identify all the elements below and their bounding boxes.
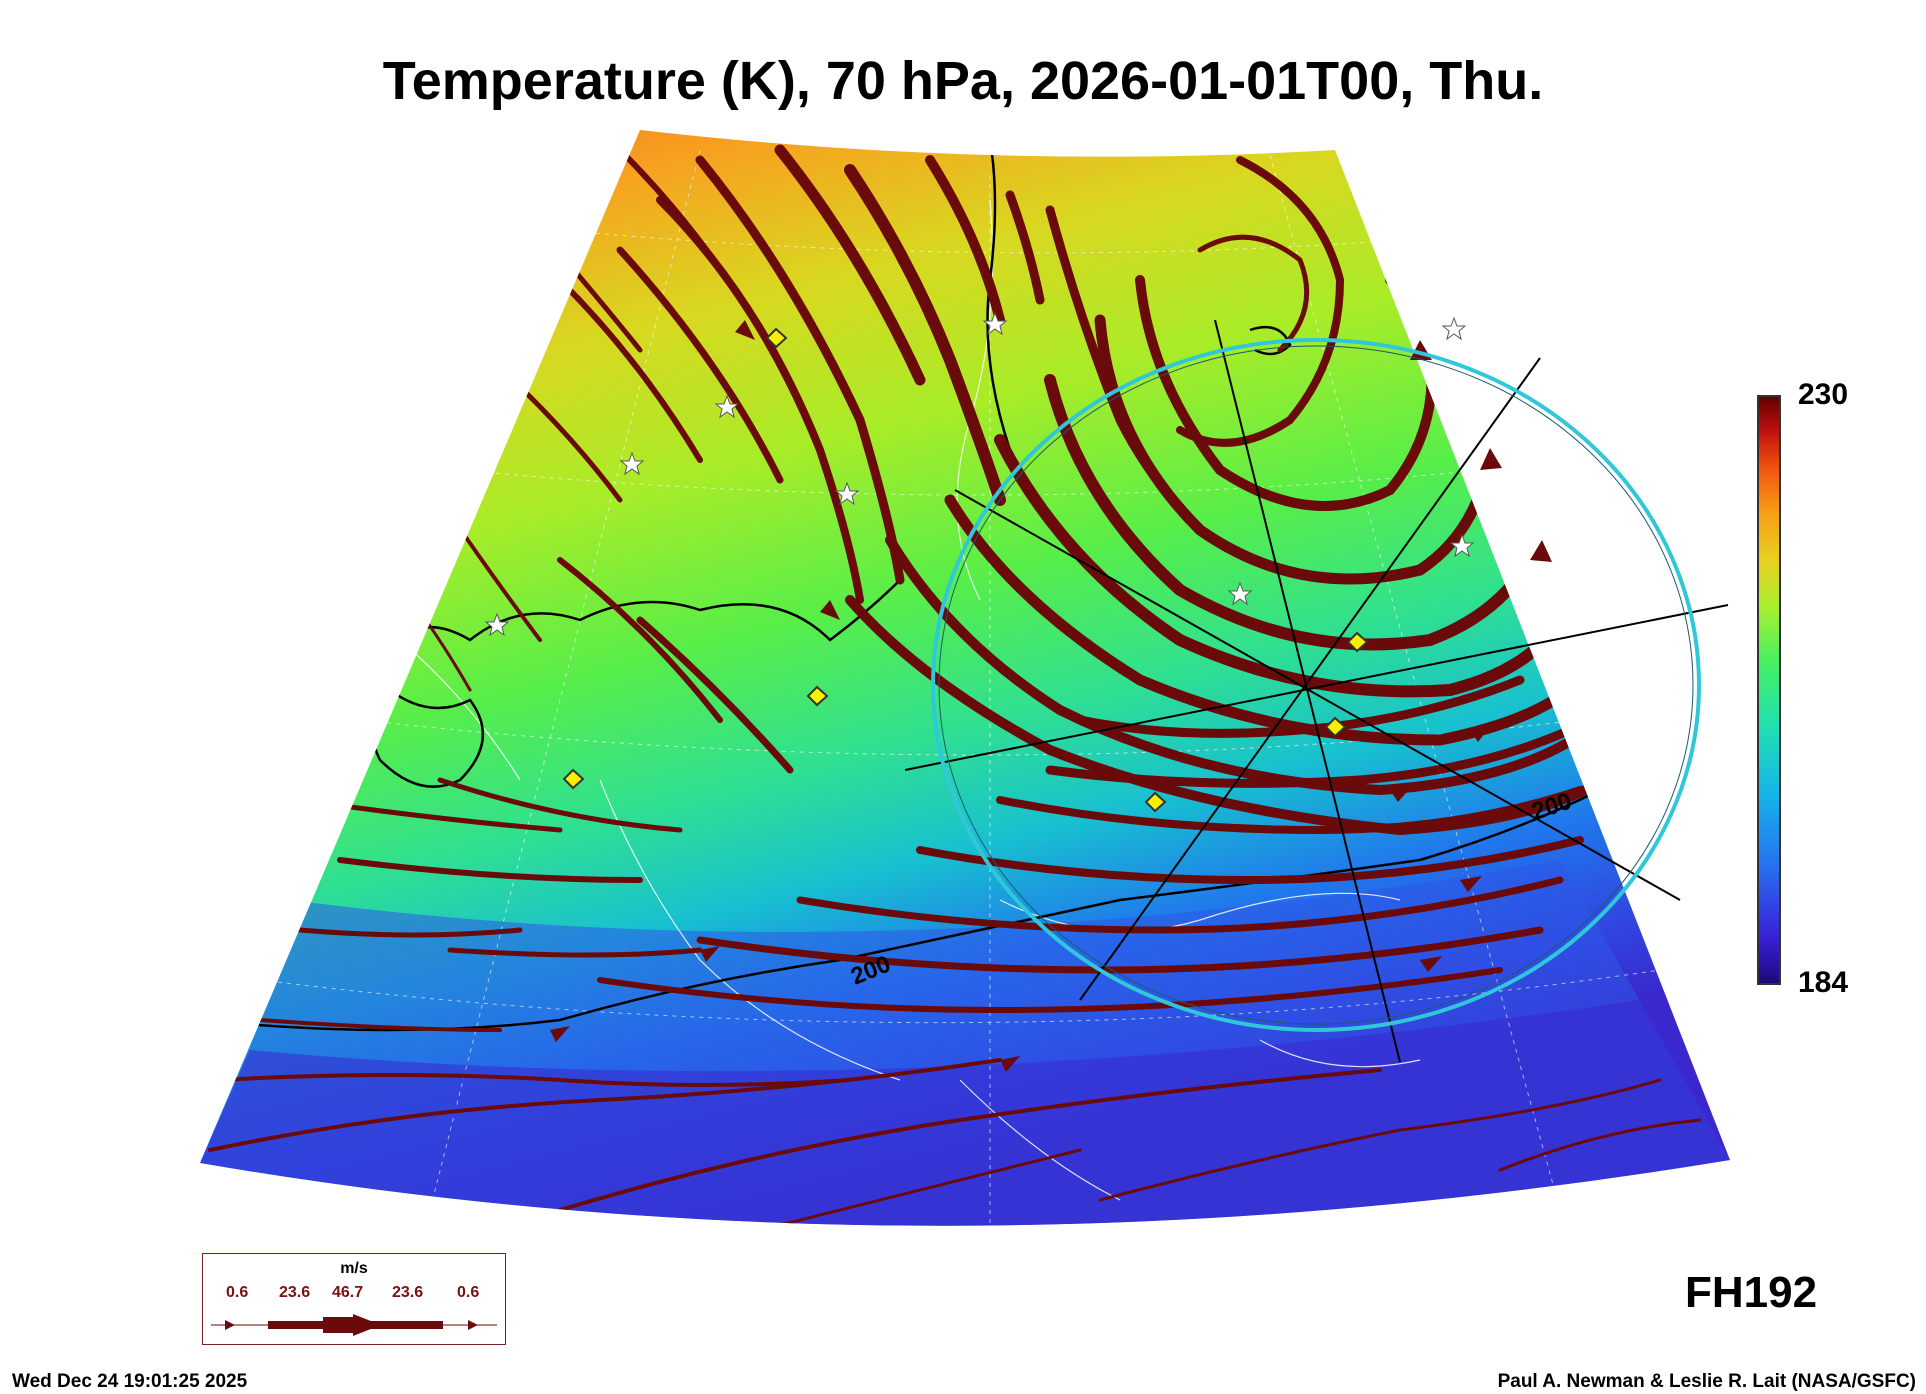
streamline-arrowheads [550, 320, 1552, 1072]
legend-arrow-sample [211, 1314, 497, 1336]
legend-value-1: 0.6 [226, 1284, 249, 1301]
diamond-marker [806, 685, 829, 707]
star-marker [1227, 581, 1253, 606]
diamond-marker [562, 768, 585, 790]
diamond-marker [1144, 791, 1167, 813]
star-marker [834, 481, 860, 506]
legend-value-5: 0.6 [457, 1284, 480, 1301]
station-stars [484, 311, 1475, 637]
legend-unit: m/s [340, 1260, 368, 1277]
diamond-marker [765, 327, 788, 349]
generation-timestamp: Wed Dec 24 19:01:25 2025 [12, 1371, 248, 1392]
wind-speed-legend: m/s 0.6 23.6 46.7 23.6 0.6 [202, 1253, 506, 1345]
diamond-marker [1346, 631, 1369, 653]
colorbar [1757, 395, 1781, 985]
star-marker [714, 394, 740, 419]
colorbar-max-label: 230 [1798, 378, 1849, 411]
star-marker [619, 451, 645, 476]
legend-value-4: 23.6 [392, 1284, 424, 1301]
map-title: Temperature (K), 70 hPa, 2026-01-01T00, … [382, 51, 1544, 111]
selection-ring [931, 338, 1701, 1032]
cross-section-lines [904, 319, 1729, 1063]
star-marker [1441, 316, 1467, 341]
legend-value-2: 23.6 [279, 1284, 311, 1301]
forecast-hour: FH192 [1685, 1268, 1818, 1317]
wind-streamlines [208, 144, 1702, 1226]
author-credit: Paul A. Newman & Leslie R. Lait (NASA/GS… [1497, 1371, 1916, 1392]
star-marker [484, 612, 510, 637]
diamond-marker [1324, 716, 1347, 738]
star-marker [982, 311, 1008, 336]
star-marker [1449, 533, 1475, 558]
legend-value-3: 46.7 [332, 1284, 364, 1301]
colorbar-min-label: 184 [1798, 966, 1849, 999]
station-diamonds [562, 327, 1369, 813]
